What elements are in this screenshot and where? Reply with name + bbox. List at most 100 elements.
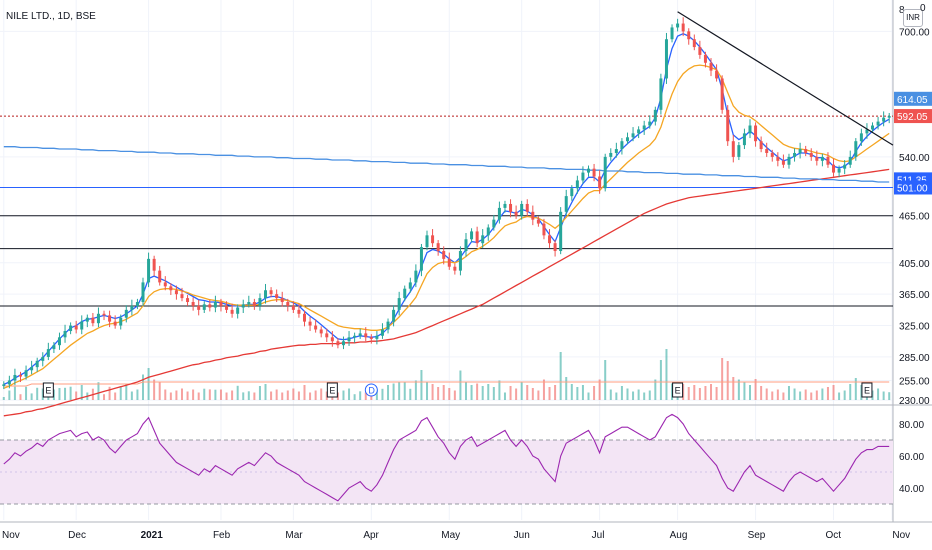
volume-bar <box>442 385 445 400</box>
candle-body <box>670 27 674 40</box>
candle-body <box>804 149 808 153</box>
volume-bar <box>498 380 501 400</box>
candle-body <box>330 337 334 342</box>
candle-body <box>13 374 17 381</box>
candle-body <box>174 290 178 295</box>
time-axis-label: Jun <box>514 530 530 541</box>
candle-body <box>676 23 680 28</box>
candle-body <box>336 341 340 346</box>
candle-body <box>286 302 290 306</box>
volume-bar <box>275 389 278 400</box>
volume-bar <box>431 384 434 400</box>
volume-bar <box>231 390 234 400</box>
volume-bar <box>793 388 796 400</box>
moving-average-line <box>3 168 890 417</box>
candle-body <box>408 282 412 289</box>
candle-body <box>297 309 301 314</box>
volume-bar <box>253 392 256 400</box>
volume-bar <box>654 379 657 400</box>
candle-body <box>308 321 312 326</box>
candle-body <box>85 317 89 322</box>
candle-body <box>564 196 568 212</box>
volume-bar <box>52 389 55 400</box>
price-label-box <box>894 91 932 106</box>
candle-body <box>2 384 6 386</box>
candle-body <box>620 141 624 150</box>
candle-body <box>754 125 758 142</box>
volume-bar <box>353 394 356 400</box>
dividend-marker <box>364 383 378 397</box>
earnings-marker <box>42 382 54 398</box>
volume-bar <box>103 394 106 400</box>
candle-body <box>314 325 318 330</box>
volume-bar <box>503 392 506 400</box>
volume-bar <box>398 381 401 400</box>
time-axis-label: Dec <box>68 530 86 541</box>
volume-bar <box>136 389 139 400</box>
candle-body <box>275 294 279 299</box>
candle-body <box>403 288 407 299</box>
candle-body <box>163 282 167 287</box>
price-tick-label: 285.00 <box>899 353 930 364</box>
candle-body <box>882 117 886 122</box>
volume-bar <box>860 385 863 400</box>
volume-bar <box>325 391 328 400</box>
time-axis-label: Jul <box>592 530 605 541</box>
moving-average-line <box>3 146 890 183</box>
candle-body <box>737 145 741 157</box>
volume-bar <box>108 386 111 400</box>
volume-bar <box>648 390 651 400</box>
volume-bar <box>309 392 312 400</box>
candle-body <box>664 39 668 79</box>
volume-bar <box>186 391 189 400</box>
volume-bar <box>2 397 5 400</box>
candle-body <box>247 302 251 305</box>
volume-bar <box>348 388 351 400</box>
volume-bar <box>41 388 44 400</box>
candle-body <box>542 223 546 236</box>
volume-bar <box>426 381 429 400</box>
price-tick-label: 365.00 <box>899 290 930 301</box>
volume-bar <box>665 349 668 400</box>
corner-label-right: 0 <box>920 3 926 14</box>
volume-bar <box>464 382 467 400</box>
time-axis-label: Sep <box>748 530 766 541</box>
candle-body <box>553 243 557 252</box>
candle-body <box>536 219 540 224</box>
volume-bar <box>164 389 167 400</box>
candle-body <box>748 125 752 134</box>
rsi-line <box>3 413 890 502</box>
candle-body <box>102 313 106 316</box>
price-label-text: 592.05 <box>897 112 928 123</box>
candle-body <box>798 149 802 153</box>
candle-body <box>520 203 524 216</box>
volume-bar <box>531 388 534 400</box>
volume-bar <box>80 385 83 400</box>
volume-bar <box>771 391 774 400</box>
candle-body <box>486 227 490 236</box>
volume-ma-line <box>3 381 890 387</box>
volume-bar <box>693 385 696 400</box>
volume-bar <box>682 384 685 400</box>
volume-bar <box>242 392 245 400</box>
price-tick-label: 230.00 <box>899 396 930 407</box>
candle-body <box>124 309 128 318</box>
candle-body <box>787 156 791 165</box>
volume-bar <box>314 390 317 400</box>
time-axis-label: May <box>441 530 460 541</box>
candle-body <box>280 298 284 303</box>
candle-body <box>447 258 451 267</box>
volume-bar <box>219 389 222 400</box>
candle-body <box>30 367 34 371</box>
candle-body <box>653 109 657 122</box>
volume-bar <box>180 388 183 400</box>
volume-bar <box>849 384 852 400</box>
currency-badge[interactable]: INR <box>903 9 923 27</box>
candle-body <box>152 258 156 271</box>
candle-body <box>52 345 56 350</box>
volume-bar <box>854 378 857 400</box>
volume-bar <box>787 386 790 400</box>
candle-body <box>575 180 579 189</box>
volume-bar <box>470 385 473 400</box>
